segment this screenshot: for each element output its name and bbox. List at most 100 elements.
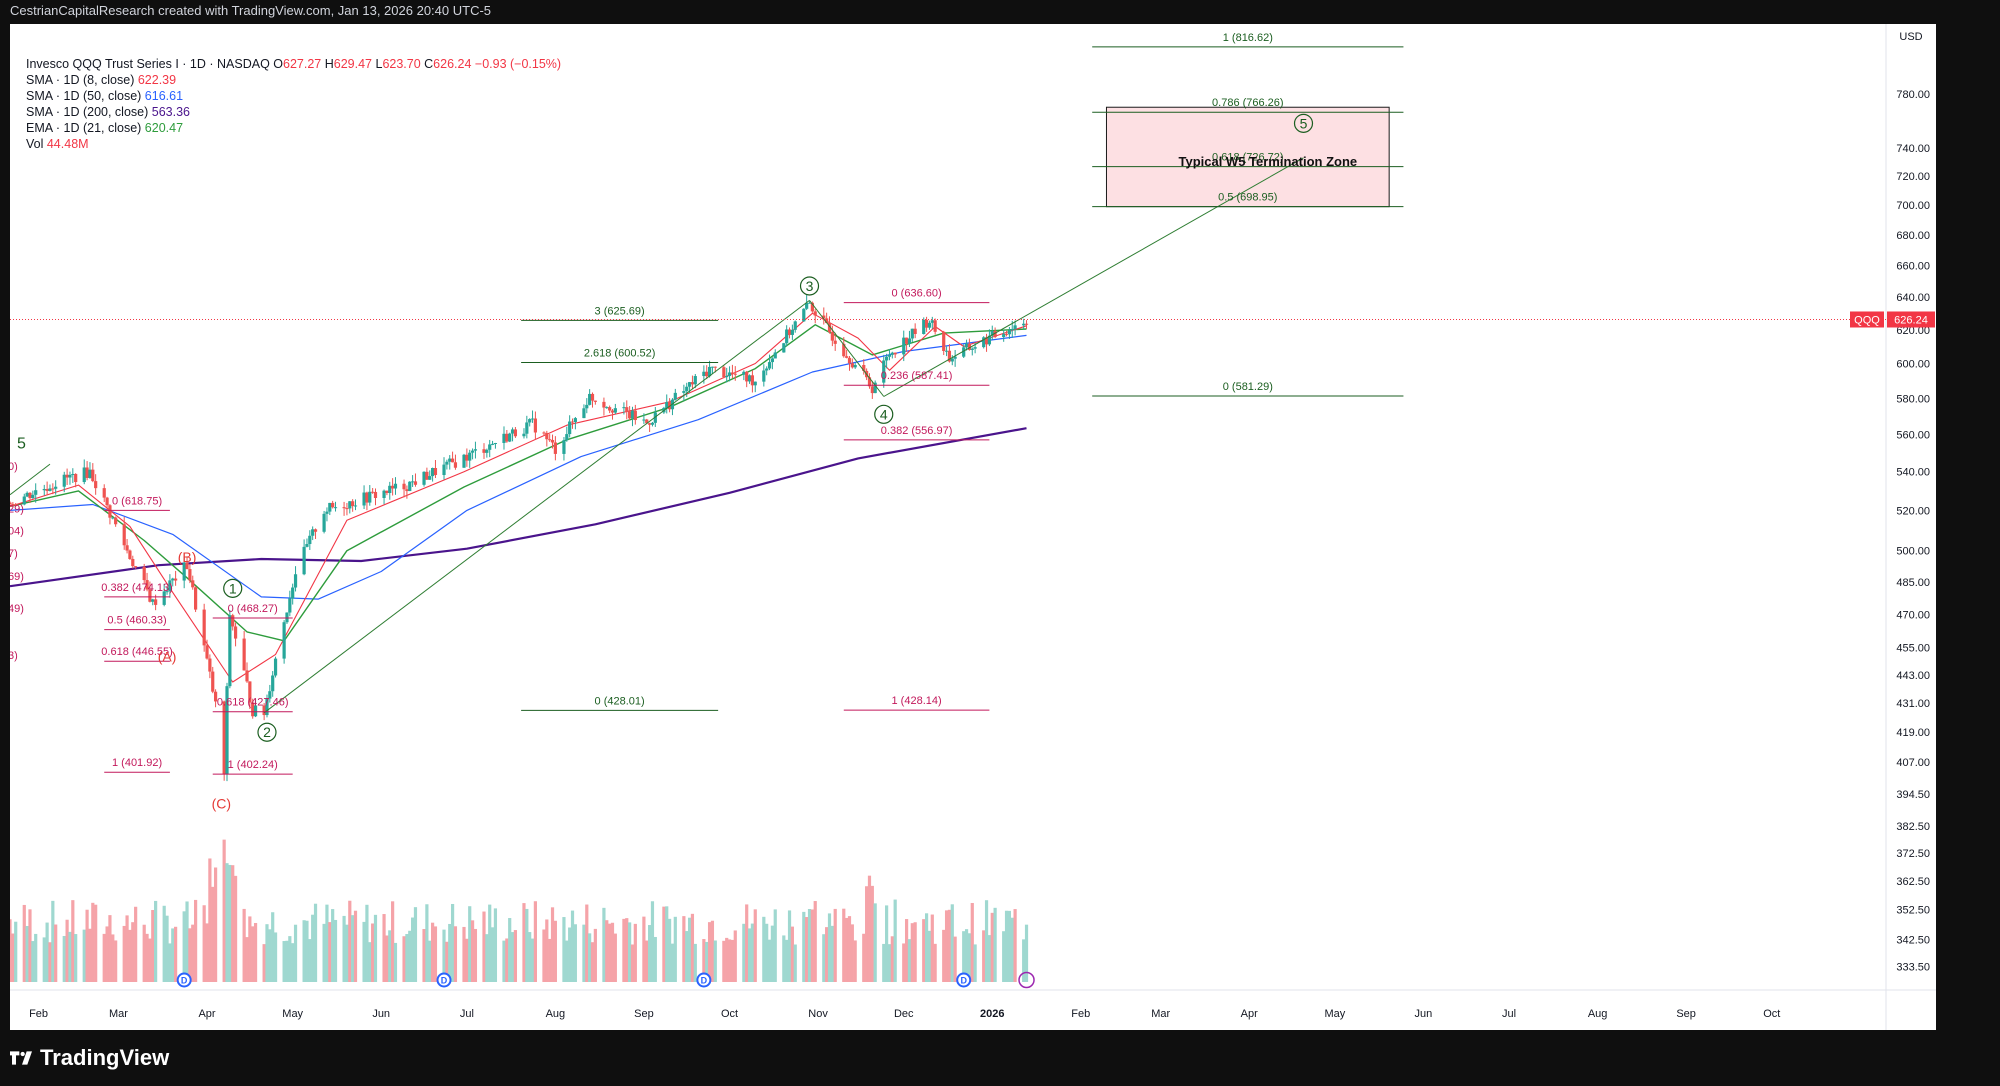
volume-bar — [293, 924, 298, 982]
candle-body — [750, 375, 755, 386]
indicator-row[interactable]: Vol 44.48M — [26, 136, 561, 152]
last-price-tag-box[interactable] — [1887, 311, 1935, 328]
volume-bar — [71, 900, 75, 982]
volume-bar — [722, 940, 726, 982]
candle-body — [813, 311, 817, 316]
volume-bar — [51, 900, 55, 982]
candle-body — [1010, 328, 1014, 331]
volume-bar — [125, 915, 129, 982]
volume-bar — [962, 931, 966, 982]
candle-body — [373, 491, 378, 498]
indicator-row[interactable]: SMA · 1D (200, close) 563.36 — [26, 104, 561, 120]
candle-body — [185, 562, 189, 570]
candle-body — [548, 439, 552, 441]
price-axis[interactable] — [1886, 24, 1936, 1030]
volume-bar — [188, 928, 192, 982]
wave-label: (C) — [212, 795, 231, 811]
time-tick-label: Feb — [1071, 1008, 1090, 1020]
price-tick-label: 720.00 — [1896, 171, 1930, 183]
candle-body — [488, 444, 492, 450]
time-tick-label: 2026 — [980, 1008, 1004, 1020]
candle-body — [502, 433, 506, 443]
volume-bar — [54, 924, 58, 982]
candle-body — [242, 638, 246, 671]
candle-body — [730, 372, 735, 374]
candle-body — [82, 467, 86, 483]
candle-body — [705, 371, 709, 377]
volume-bar — [825, 927, 829, 982]
volume-bar — [950, 904, 954, 982]
volume-bar — [131, 922, 135, 982]
volume-bar — [687, 917, 692, 982]
candle-body — [853, 364, 857, 368]
time-tick-label: Oct — [1763, 1008, 1780, 1020]
volume-bar — [148, 938, 152, 982]
candle-body — [85, 467, 89, 478]
symbol-title[interactable]: Invesco QQQ Trust Series I · 1D · NASDAQ — [26, 57, 270, 71]
wave-label-circle — [257, 722, 277, 742]
candle-body — [482, 449, 486, 453]
indicator-row[interactable]: SMA · 1D (8, close) 622.39 — [26, 72, 561, 88]
volume-bar — [182, 911, 186, 982]
candle-body — [765, 368, 769, 371]
volume-bar — [767, 939, 772, 982]
dividend-marker-inner — [698, 974, 710, 986]
wave-label: 1 — [229, 580, 237, 596]
candle-body — [582, 408, 586, 419]
candle-body — [430, 468, 435, 477]
volume-bar — [1007, 910, 1011, 982]
volume-bar — [573, 924, 577, 982]
indicator-row[interactable]: SMA · 1D (50, close) 616.61 — [26, 88, 561, 104]
price-tick-label: 362.50 — [1896, 876, 1930, 888]
tradingview-logo[interactable]: TradingView — [10, 1044, 169, 1072]
indicator-label: SMA · 1D (200, close) — [26, 105, 152, 119]
candle-body — [710, 366, 715, 368]
candle-body — [88, 469, 92, 478]
volume-bar — [582, 924, 586, 982]
indicator-row[interactable]: EMA · 1D (21, close) 620.47 — [26, 120, 561, 136]
candle-body — [351, 501, 355, 507]
fib-level-label: 0.618 (726.72) — [1212, 152, 1284, 164]
candle-body — [722, 367, 726, 378]
volume-bar — [793, 944, 797, 982]
candle-body — [453, 462, 458, 468]
volume-bar — [302, 920, 306, 982]
candle-body — [25, 492, 29, 497]
volume-bar — [685, 931, 689, 982]
volume-bar — [870, 885, 874, 982]
volume-bar — [847, 916, 852, 982]
candle-body — [787, 329, 792, 335]
volume-bar — [351, 915, 355, 982]
volume-bar — [348, 900, 352, 982]
termination-zone-box[interactable] — [1105, 106, 1390, 208]
candle-body — [14, 504, 18, 506]
candle-body — [628, 411, 632, 419]
time-tick-label: Mar — [109, 1008, 128, 1020]
volume-bar — [904, 919, 909, 982]
volume-bar — [745, 904, 749, 982]
price-chart[interactable]: USD 333.50 342.50 352.50 362.50 372.50 382.50 3… — [10, 24, 1936, 1030]
price-tick-label: 500.00 — [1896, 546, 1930, 558]
volume-bar — [565, 940, 569, 982]
candle-body — [288, 598, 292, 613]
event-marker-icon[interactable] — [1018, 971, 1035, 989]
candle-body — [613, 408, 617, 413]
volume-bar — [25, 926, 29, 982]
volume-bar — [342, 915, 346, 982]
fib-level-label: 0.5 (460.33) — [107, 615, 166, 627]
candle-body — [904, 337, 909, 344]
candle-body — [353, 505, 358, 507]
chart-canvas[interactable]: USD 333.50 342.50 352.50 362.50 372.50 382.50 3… — [10, 24, 1936, 1030]
candle-body — [984, 337, 989, 345]
volume-bar — [1010, 917, 1014, 982]
fib-level-label: 0.382 (556.97) — [881, 425, 953, 437]
candle-body — [950, 358, 954, 362]
volume-bar — [108, 915, 112, 982]
price-tick-label: 660.00 — [1896, 261, 1930, 273]
volume-bar — [171, 928, 175, 982]
volume-bar — [642, 916, 646, 982]
candle-body — [233, 626, 238, 639]
fib-level-label: 2.618 (600.52) — [584, 348, 656, 360]
volume-bar — [802, 911, 806, 982]
candle-body — [62, 474, 66, 487]
